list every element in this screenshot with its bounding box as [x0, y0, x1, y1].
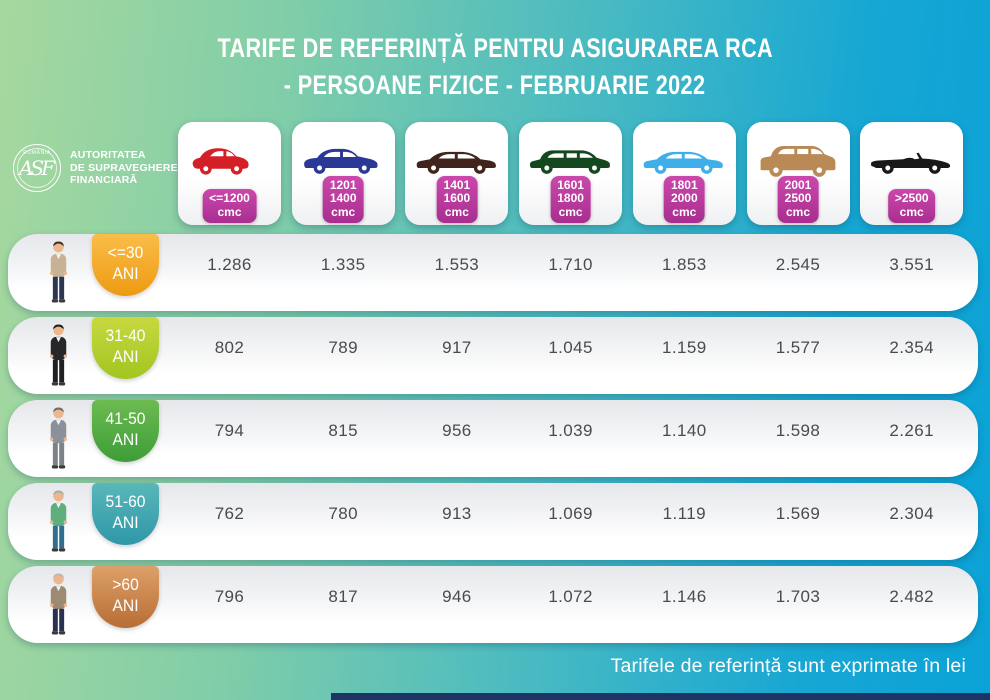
tariff-value: 2.482 — [889, 587, 934, 606]
tariff-value: 3.551 — [889, 255, 934, 274]
tariff-value: 1.140 — [662, 421, 707, 440]
asf-seal-icon: ROMÂNIA ASF — [13, 144, 61, 192]
tariff-value: 2.354 — [889, 338, 934, 357]
age-badge: 41-50 ANI — [92, 400, 159, 462]
engine-capacity-label: 2001 2500 cmc — [777, 175, 819, 223]
age-badge: 31-40 ANI — [92, 317, 159, 379]
engine-capacity-label: 1401 1600 cmc — [436, 175, 478, 223]
footer-note: Tarifele de referință sunt exprimate în … — [610, 655, 966, 677]
tariff-value: 1.072 — [548, 587, 593, 606]
age-row-5: >60 ANI 796 817 946 1.072 1.146 1.703 2.482 — [8, 566, 978, 643]
vehicle-card-1: <=1200 cmc — [178, 122, 281, 225]
tariff-value: 1.853 — [662, 255, 707, 274]
tariff-value: 1.553 — [434, 255, 480, 274]
asf-logo: ROMÂNIA ASF AUTORITATEA DE SUPRAVEGHERE … — [13, 144, 178, 192]
wagon-icon — [529, 150, 610, 174]
tariff-value: 2.304 — [889, 504, 934, 523]
tariff-value: 1.039 — [548, 421, 593, 440]
person-icon — [49, 407, 68, 469]
person-icon — [49, 324, 68, 386]
city-car-icon — [192, 148, 249, 175]
age-badge: <=30 ANI — [92, 234, 159, 296]
person-icon — [49, 573, 68, 635]
tariff-value: 796 — [214, 587, 245, 606]
tariff-value: 1.335 — [320, 255, 366, 274]
tariff-value: 2.545 — [775, 255, 821, 274]
logo-name-line-3: FINANCIARĂ — [70, 174, 138, 187]
age-badge: 51-60 ANI — [92, 483, 159, 545]
hatchback-icon — [304, 148, 378, 174]
logo-name-line-1: AUTORITATEA — [70, 149, 146, 162]
tariff-value: 1.045 — [548, 338, 593, 357]
vehicle-card-4: 1601 1800 cmc — [519, 122, 623, 225]
engine-capacity-label: 1201 1400 cmc — [322, 175, 364, 223]
age-row-1: <=30 ANI 1.286 1.335 1.553 1.710 1.853 2.545 3.5… — [8, 234, 978, 311]
age-row-2: 31-40 ANI 802 789 917 1.045 1.159 1.577 2.354 — [8, 317, 978, 394]
vehicle-card-2: 1201 1400 cmc — [291, 122, 395, 225]
engine-capacity-label: <=1200 cmc — [202, 189, 257, 223]
engine-capacity-label: 1801 2000 cmc — [663, 175, 705, 223]
vehicle-card-3: 1401 1600 cmc — [405, 122, 509, 225]
tariff-value: 815 — [328, 421, 358, 440]
tariff-value: 1.146 — [662, 587, 707, 606]
tariff-value: 762 — [214, 504, 245, 523]
person-icon — [49, 490, 68, 552]
tariff-value: 913 — [442, 504, 472, 523]
title-line-2: - PERSOANE FIZICE - FEBRUARIE 2022 — [284, 70, 706, 100]
tariff-value: 1.159 — [662, 338, 707, 357]
age-row-3: 41-50 ANI 794 815 956 1.039 1.140 1.598 2.261 — [8, 400, 978, 477]
tariff-value: 917 — [442, 338, 472, 357]
person-icon — [49, 241, 68, 303]
vehicle-card-7: >2500 cmc — [860, 122, 964, 225]
convertible-icon — [870, 152, 950, 174]
sedan-icon — [416, 151, 496, 174]
tariff-value: 2.261 — [889, 421, 934, 440]
tariff-value: 794 — [214, 421, 245, 440]
sedan-icon — [643, 151, 724, 174]
vehicle-header-row: <=1200 cmc 1201 1400 cmc 1401 1600 cmc 1601 1800 c… — [0, 122, 990, 226]
tariff-table: <=30 ANI 1.286 1.335 1.553 1.710 1.853 2.545 3.5… — [0, 234, 990, 654]
vehicle-card-6: 2001 2500 cmc — [746, 122, 850, 225]
tariff-value: 1.577 — [775, 338, 821, 357]
age-badge: >60 ANI — [92, 566, 159, 628]
tariff-value: 1.569 — [775, 504, 821, 523]
bottom-edge-bar — [331, 693, 990, 700]
title-line-1: TARIFE DE REFERINȚĂ PENTRU ASIGURAREA RC… — [217, 33, 773, 63]
logo-name-line-2: DE SUPRAVEGHERE — [70, 161, 178, 174]
tariff-value: 1.069 — [548, 504, 593, 523]
tariff-value: 1.286 — [207, 255, 252, 274]
tariff-value: 817 — [328, 587, 358, 606]
tariff-value: 956 — [442, 421, 472, 440]
tariff-value: 780 — [328, 504, 358, 523]
tariff-value: 802 — [214, 338, 245, 357]
tariff-value: 789 — [328, 338, 358, 357]
tariff-value: 1.119 — [662, 504, 706, 523]
tariff-value: 946 — [442, 587, 472, 606]
vehicle-card-5: 1801 2000 cmc — [632, 122, 736, 225]
suv-icon — [760, 146, 836, 177]
engine-capacity-label: >2500 cmc — [887, 189, 936, 223]
engine-capacity-label: 1601 1800 cmc — [550, 175, 591, 223]
tariff-value: 1.710 — [548, 255, 593, 274]
tariff-value: 1.598 — [775, 421, 821, 440]
page-title: TARIFE DE REFERINȚĂ PENTRU ASIGURAREA RC… — [0, 30, 990, 104]
asf-logo-text: AUTORITATEA DE SUPRAVEGHERE FINANCIARĂ — [70, 149, 178, 187]
age-row-4: 51-60 ANI 762 780 913 1.069 1.119 1.569 2.304 — [8, 483, 978, 560]
tariff-value: 1.703 — [775, 587, 821, 606]
